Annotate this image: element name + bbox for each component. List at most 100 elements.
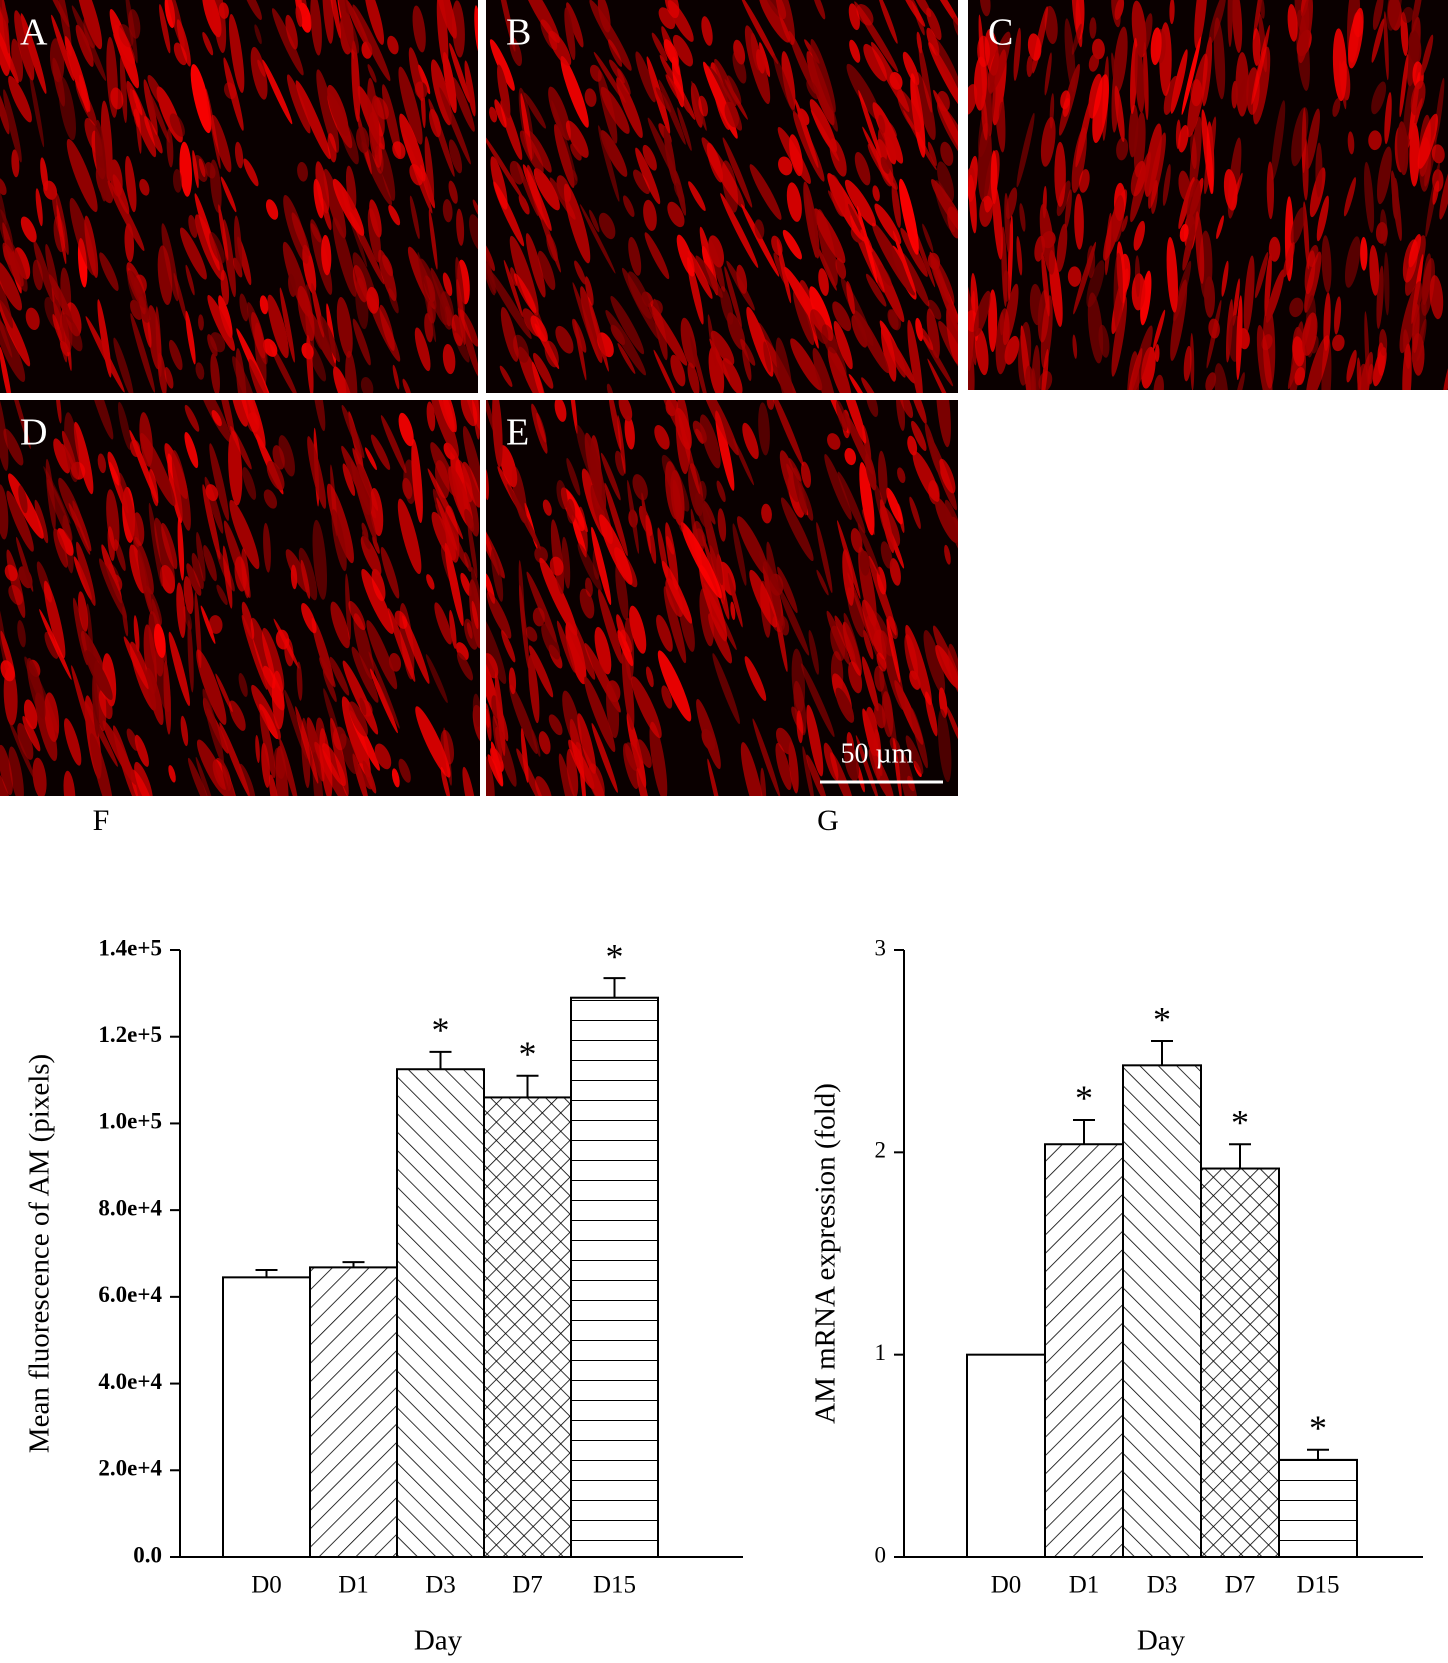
fiber bbox=[397, 498, 422, 575]
fiber bbox=[788, 741, 799, 794]
fiber bbox=[1042, 185, 1047, 219]
fiber bbox=[154, 517, 176, 589]
fiber bbox=[469, 214, 478, 251]
fiber bbox=[417, 64, 431, 95]
fiber bbox=[0, 346, 13, 393]
fiber bbox=[550, 519, 565, 595]
fiber bbox=[419, 258, 448, 326]
fiber bbox=[998, 101, 1005, 128]
fiber bbox=[75, 541, 96, 606]
fiber bbox=[486, 248, 496, 296]
fiber bbox=[937, 161, 955, 203]
fiber bbox=[148, 468, 159, 507]
fiber bbox=[846, 63, 882, 122]
fiber bbox=[34, 499, 49, 544]
fiber bbox=[0, 660, 15, 682]
fiber bbox=[177, 516, 185, 581]
fiber bbox=[123, 636, 149, 690]
fiber bbox=[855, 735, 880, 796]
fiber bbox=[486, 653, 499, 679]
error-bar bbox=[1307, 1448, 1329, 1460]
fiber bbox=[295, 6, 303, 27]
fiber bbox=[835, 687, 855, 723]
error-bar bbox=[1229, 1143, 1251, 1169]
fiber bbox=[874, 703, 886, 729]
fiber bbox=[926, 308, 940, 359]
fiber bbox=[846, 281, 855, 315]
fiber bbox=[526, 571, 557, 643]
fiber bbox=[834, 615, 856, 661]
fiber bbox=[533, 168, 560, 211]
fiber bbox=[94, 119, 107, 202]
fiber bbox=[1064, 189, 1072, 229]
fiber bbox=[1173, 260, 1192, 322]
fiber bbox=[497, 64, 511, 119]
fiber bbox=[617, 342, 636, 374]
fiber bbox=[368, 651, 400, 729]
fiber bbox=[806, 51, 835, 126]
x-tick-label: D0 bbox=[251, 1572, 282, 1599]
fiber bbox=[8, 75, 32, 123]
fiber bbox=[487, 754, 503, 787]
fiber bbox=[897, 467, 906, 484]
fiber bbox=[32, 757, 47, 796]
fiber bbox=[933, 89, 958, 164]
fiber bbox=[155, 306, 162, 377]
fiber bbox=[712, 653, 740, 725]
fiber bbox=[584, 88, 597, 107]
fiber bbox=[215, 673, 233, 713]
fiber bbox=[61, 314, 83, 352]
fiber bbox=[665, 522, 679, 591]
fiber bbox=[128, 9, 141, 39]
fiber bbox=[648, 303, 688, 366]
fiber bbox=[486, 591, 512, 639]
x-tick-label: D1 bbox=[1069, 1572, 1100, 1599]
fiber bbox=[251, 311, 266, 359]
fiber bbox=[1181, 36, 1202, 115]
fiber bbox=[11, 38, 24, 82]
fiber bbox=[77, 591, 89, 632]
fiber bbox=[1399, 53, 1409, 118]
fiber bbox=[208, 615, 223, 634]
fiber bbox=[398, 66, 423, 145]
fiber bbox=[513, 273, 537, 313]
fiber bbox=[534, 546, 548, 564]
fiber bbox=[1121, 215, 1128, 232]
x-tick-label: D15 bbox=[1296, 1572, 1339, 1599]
fiber bbox=[448, 139, 463, 174]
fiber bbox=[139, 412, 153, 467]
fiber bbox=[566, 748, 579, 796]
fiber bbox=[736, 516, 770, 577]
fiber bbox=[1332, 334, 1345, 352]
fiber bbox=[1371, 18, 1385, 63]
fiber bbox=[859, 462, 875, 536]
fiber bbox=[1201, 109, 1214, 194]
fiber bbox=[183, 576, 194, 615]
fiber bbox=[239, 293, 249, 322]
y-tick-label: 6.0e+4 bbox=[98, 1282, 162, 1307]
fiber bbox=[902, 0, 926, 27]
fiber bbox=[411, 438, 423, 524]
fiber bbox=[835, 258, 847, 279]
fiber bbox=[221, 759, 241, 796]
fiber bbox=[185, 264, 195, 296]
fiber bbox=[491, 548, 504, 602]
fiber bbox=[606, 681, 620, 739]
fiber bbox=[99, 558, 127, 619]
fiber bbox=[658, 7, 676, 30]
fiber bbox=[351, 40, 361, 123]
fiber bbox=[714, 58, 737, 107]
fiber bbox=[865, 400, 879, 417]
fiber bbox=[205, 484, 219, 502]
fiber bbox=[796, 710, 804, 744]
fiber bbox=[975, 327, 989, 376]
fiber bbox=[207, 294, 236, 352]
fiber bbox=[1332, 28, 1347, 102]
fiber bbox=[844, 447, 857, 466]
fiber bbox=[64, 412, 80, 483]
fiber bbox=[44, 692, 60, 742]
fiber bbox=[701, 728, 716, 751]
fiber bbox=[222, 219, 236, 298]
fiber bbox=[617, 415, 626, 475]
fiber bbox=[1368, 130, 1382, 151]
